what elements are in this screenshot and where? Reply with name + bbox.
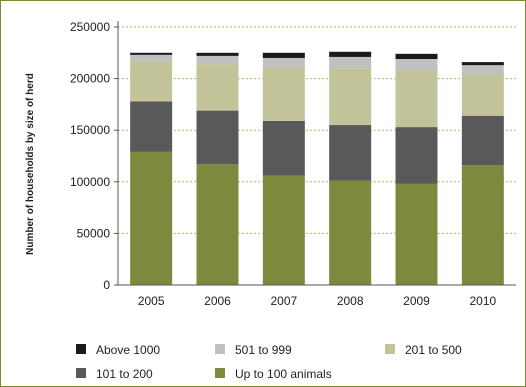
legend-label: 101 to 200 [96,367,153,381]
bar-segment [130,151,173,285]
x-tick-label: 2008 [337,294,364,308]
y-tick-label: 100000 [70,175,110,189]
x-axis-ticks: 2005 2006 2007 2008 2009 2010 [118,284,516,308]
y-tick-label: 150000 [70,123,110,137]
y-tick-label: 200000 [70,72,110,86]
bar-segment [262,67,305,121]
bar-segment [329,56,372,69]
bar-segment [461,115,504,166]
bar-segment [395,58,438,71]
bar-segment [196,110,239,165]
bar-segment [461,74,504,116]
bar-segment [262,175,305,285]
bar-segment [329,51,372,57]
bar-segment [262,120,305,176]
y-tick-label: 0 [103,278,110,292]
legend-swatch [215,344,225,354]
y-tick-label: 250000 [70,20,110,34]
bars [130,51,504,285]
bar-segment [130,54,173,62]
legend-swatch [385,344,395,354]
bar-segment [196,64,239,111]
bar-segment [329,68,372,126]
y-axis-ticks: 0 50000 100000 150000 200000 250000 [70,20,118,292]
legend-swatch [76,368,86,378]
bar-segment [329,180,372,285]
bar-segment [196,164,239,285]
bar-segment [130,61,173,102]
legend-label: 201 to 500 [405,343,462,357]
legend-swatch [215,368,225,378]
bar-segment [395,127,438,184]
bar-segment [196,55,239,65]
bar-segment [329,125,372,181]
legend: Above 1000 501 to 999 201 to 500 101 to 200… [76,343,462,381]
x-tick-label: 2005 [138,294,165,308]
gridlines [118,26,516,234]
bar-segment [461,65,504,75]
bar-segment [395,53,438,59]
bar-segment [461,62,504,66]
bar-segment [262,57,305,68]
legend-swatch [76,344,86,354]
legend-label: Up to 100 animals [235,367,332,381]
bar-segment [130,101,173,152]
x-tick-label: 2006 [204,294,231,308]
bar-segment [262,52,305,58]
x-tick-label: 2007 [270,294,297,308]
bar-segment [461,165,504,285]
y-tick-label: 50000 [77,226,111,240]
legend-label: 501 to 999 [235,343,292,357]
bar-segment [395,70,438,128]
y-axis-label: Number of households by size of herd [25,73,36,255]
legend-label: Above 1000 [96,343,160,357]
x-tick-label: 2010 [469,294,496,308]
bar-segment [196,52,239,56]
x-tick-label: 2009 [403,294,430,308]
bar-segment [395,183,438,285]
bar-segment [130,52,173,55]
